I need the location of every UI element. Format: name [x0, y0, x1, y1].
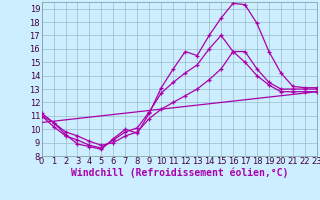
X-axis label: Windchill (Refroidissement éolien,°C): Windchill (Refroidissement éolien,°C) [70, 168, 288, 178]
